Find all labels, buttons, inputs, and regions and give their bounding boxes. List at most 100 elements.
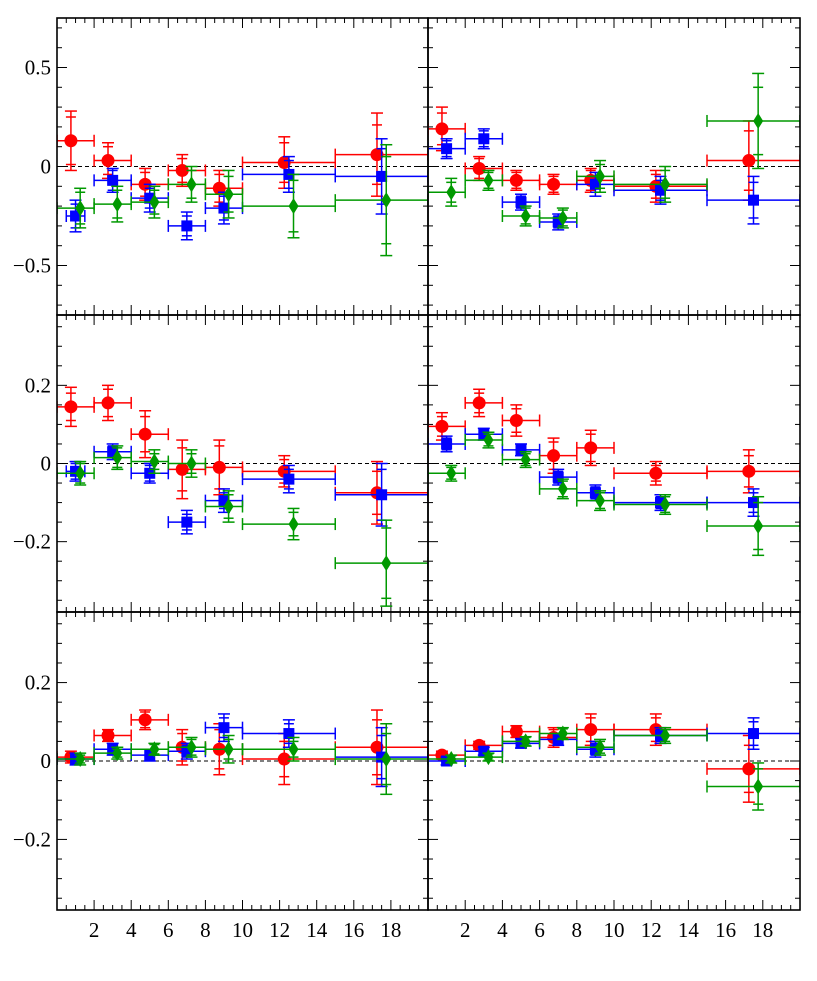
- square-marker: [181, 745, 193, 757]
- square-marker: [283, 473, 295, 485]
- diamond-marker: [753, 112, 764, 129]
- circle-marker: [101, 729, 115, 743]
- data-point-diamond: [576, 159, 615, 193]
- panel-row2-right: [427, 314, 801, 613]
- x-tick-label: 6: [163, 918, 174, 942]
- y-tick-label: −0.2: [13, 827, 51, 851]
- circle-marker: [509, 725, 523, 739]
- y-tick-label: 0.2: [25, 373, 51, 397]
- data-point-diamond: [204, 490, 244, 523]
- circle-marker: [435, 122, 449, 136]
- diamond-marker: [186, 739, 197, 756]
- data-point-circle: [706, 120, 800, 201]
- data-point-diamond: [241, 507, 336, 541]
- square-marker: [748, 728, 759, 740]
- diamond-marker: [483, 749, 494, 766]
- series-blue: [65, 138, 428, 241]
- data-point-diamond: [576, 490, 615, 512]
- square-marker: [589, 743, 601, 755]
- series-green: [428, 72, 800, 229]
- x-tick-label: 10: [604, 918, 625, 942]
- diamond-marker: [223, 741, 234, 758]
- square-marker: [218, 202, 230, 214]
- square-marker: [376, 489, 388, 501]
- data-point-diamond: [57, 460, 95, 486]
- circle-marker: [584, 723, 598, 737]
- diamond-marker: [660, 496, 671, 513]
- circle-marker: [175, 163, 189, 177]
- diamond-marker: [520, 208, 531, 224]
- data-point-square: [613, 175, 708, 205]
- circle-marker: [101, 396, 115, 410]
- data-point-square: [538, 468, 578, 486]
- square-marker: [181, 516, 193, 528]
- data-point-diamond: [93, 185, 132, 223]
- circle-marker: [138, 713, 152, 727]
- circle-marker: [435, 419, 449, 433]
- data-point-diamond: [204, 734, 244, 764]
- panel-row3-left: 0.2 0 −0.2 2 4 6 8 10 12 14 16 18: [13, 611, 429, 942]
- data-point-circle: [130, 409, 170, 459]
- x-tick-label: 2: [89, 918, 100, 942]
- square-marker: [515, 196, 527, 208]
- data-point-circle: [576, 429, 615, 467]
- panel-row1-left: 0.5 0 −0.5: [13, 17, 429, 316]
- square-marker: [441, 143, 453, 155]
- data-point-diamond: [428, 177, 466, 207]
- data-point-diamond: [613, 726, 708, 745]
- circle-marker: [509, 173, 523, 187]
- panel-row3-right: 2 4 6 8 10 12 14 16 18: [427, 611, 801, 942]
- x-tick-label: 18: [380, 918, 401, 942]
- data-point-square: [241, 464, 336, 494]
- series-red: [428, 713, 800, 803]
- data-point-circle: [57, 110, 95, 172]
- diamond-marker: [75, 751, 86, 768]
- diamond-marker: [381, 751, 392, 768]
- circle-marker: [277, 752, 291, 766]
- data-point-diamond: [613, 165, 708, 203]
- data-point-square: [334, 726, 428, 788]
- diamond-marker: [446, 751, 457, 768]
- data-point-square: [428, 755, 466, 767]
- data-point-square: [204, 191, 244, 225]
- data-point-diamond: [464, 749, 504, 766]
- diamond-marker: [660, 176, 671, 193]
- data-point-circle: [334, 112, 428, 197]
- circle-marker: [64, 400, 78, 414]
- circle-marker: [547, 177, 561, 191]
- square-marker: [515, 737, 527, 749]
- series-red: [57, 384, 428, 525]
- data-point-diamond: [464, 431, 504, 449]
- data-point-diamond: [204, 169, 244, 219]
- data-point-diamond: [93, 745, 132, 762]
- diamond-marker: [483, 432, 494, 449]
- data-point-diamond: [334, 519, 428, 607]
- diamond-marker: [186, 455, 197, 472]
- data-point-circle: [93, 728, 132, 743]
- data-point-circle: [204, 439, 244, 496]
- square-marker: [70, 210, 82, 222]
- square-marker: [478, 745, 490, 757]
- data-point-diamond: [706, 72, 800, 170]
- x-tick-label: 12: [641, 918, 662, 942]
- panel-data: [57, 709, 428, 796]
- data-point-circle: [428, 411, 466, 441]
- circle-marker: [742, 464, 756, 478]
- square-marker: [441, 438, 453, 450]
- square-marker: [70, 465, 82, 477]
- x-tick-label: 6: [534, 918, 545, 942]
- data-point-square: [204, 488, 244, 514]
- data-point-square: [706, 175, 800, 225]
- data-point-square: [167, 509, 207, 535]
- data-point-diamond: [576, 738, 615, 756]
- circle-marker: [138, 427, 152, 441]
- data-point-circle: [501, 169, 541, 192]
- data-point-square: [428, 435, 466, 453]
- circle-marker: [742, 762, 756, 776]
- panel-data: [428, 713, 800, 811]
- series-green: [57, 445, 428, 607]
- circle-marker: [212, 460, 226, 474]
- diamond-marker: [288, 198, 299, 215]
- data-point-diamond: [130, 449, 170, 475]
- x-tick-label: 14: [678, 918, 700, 942]
